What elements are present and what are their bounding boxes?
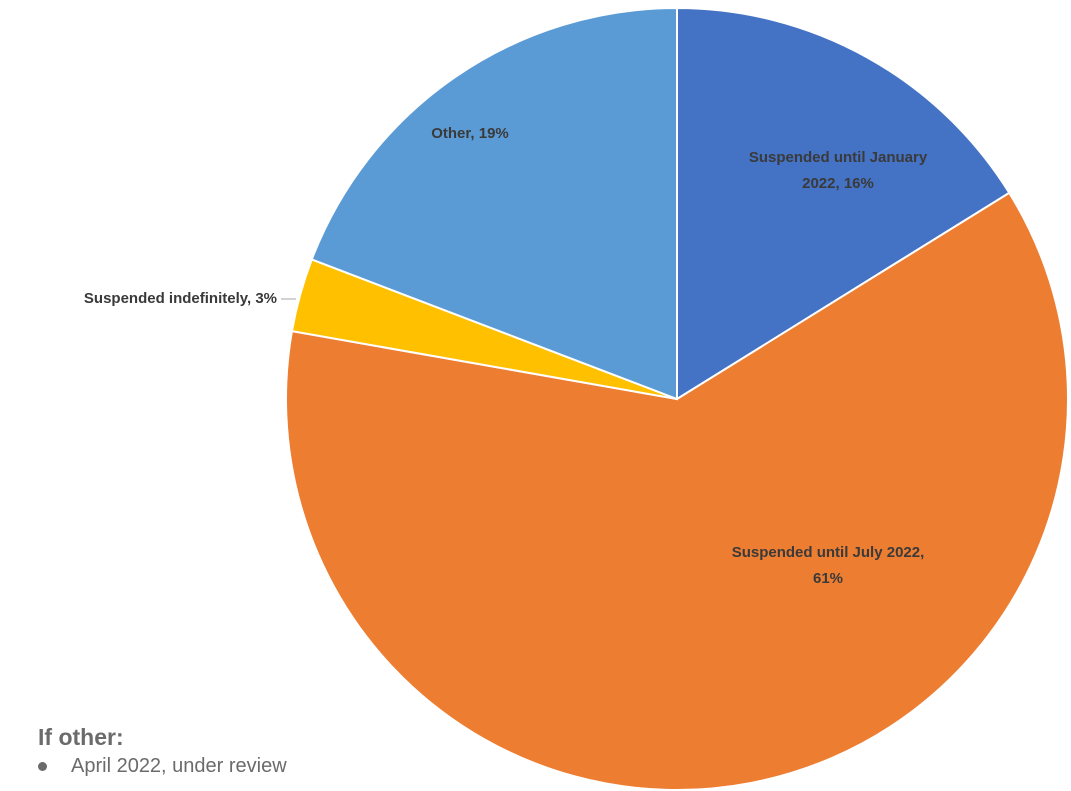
notes-heading: If other: xyxy=(38,724,124,750)
slice-label-line: 2022, 16% xyxy=(802,175,874,192)
other-notes: If other: April 2022, under review xyxy=(38,724,438,778)
pie-slice-suspended-until-july-2022 xyxy=(285,191,1069,791)
pie-slices xyxy=(285,6,1069,791)
notes-list-item: April 2022, under review xyxy=(38,755,438,778)
slice-label-line: Other, 19% xyxy=(431,125,509,142)
slice-label: Suspended until January 2022, 16% xyxy=(749,149,928,192)
notes-list: April 2022, under review xyxy=(38,755,438,778)
slice-label-line: Suspended until January xyxy=(749,149,928,166)
slice-label-line: Suspended until July 2022, xyxy=(732,544,925,561)
slice-label: Suspended until July 2022, 61% xyxy=(732,544,925,587)
slice-label: Other, 19% xyxy=(431,125,509,142)
notes-item-text: April 2022, under review xyxy=(71,755,287,777)
slice-label-line: 61% xyxy=(813,570,843,587)
slice-label: Suspended indefinitely, 3% xyxy=(84,290,277,307)
bullet-icon xyxy=(38,762,47,771)
pie-labels: Suspended until January 2022, 16%Suspende… xyxy=(84,125,928,587)
pie-slice-other xyxy=(310,6,678,401)
pie-slice-suspended-until-january-2022 xyxy=(676,6,1011,401)
slice-label-line: Suspended indefinitely, 3% xyxy=(84,290,277,307)
